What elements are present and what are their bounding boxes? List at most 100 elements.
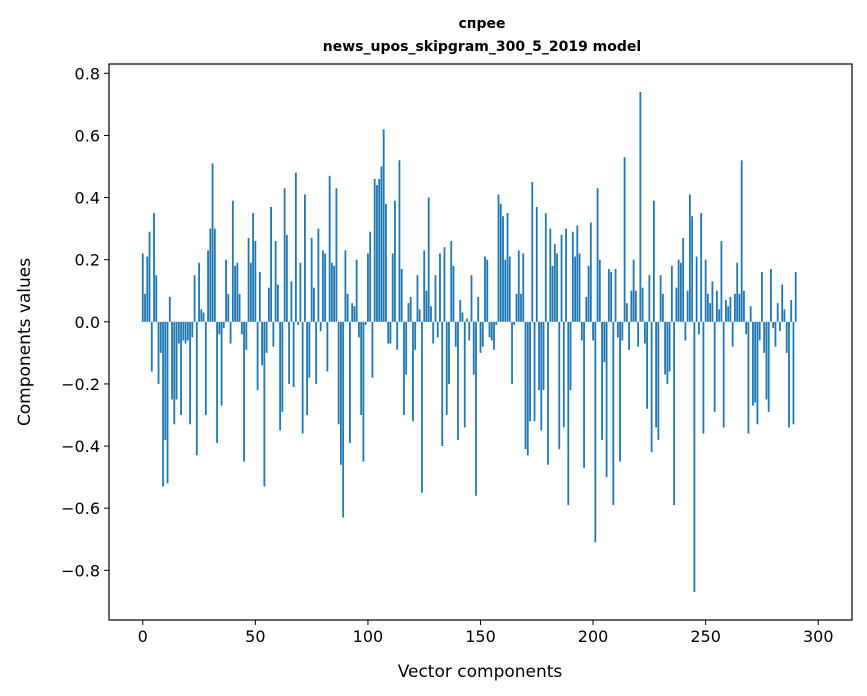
bar-component-126 — [425, 290, 428, 322]
bar-component-146 — [470, 275, 473, 322]
bar-component-88 — [340, 321, 342, 465]
bar-component-119 — [409, 296, 412, 322]
bar-component-175 — [535, 206, 538, 322]
bar-component-215 — [625, 303, 628, 322]
bar-component-238 — [677, 259, 680, 322]
bar-component-66 — [290, 281, 293, 322]
y-tick-label: −0.4 — [61, 437, 100, 456]
bar-component-247 — [698, 321, 700, 335]
bar-component-8 — [159, 321, 162, 353]
bar-component-53 — [261, 321, 263, 366]
x-tick-label: 200 — [578, 627, 609, 646]
bar-component-85 — [333, 265, 336, 322]
bar-component-285 — [783, 309, 786, 322]
x-axis: 0 50 100 150 200 250 300 — [138, 620, 834, 646]
bar-component-254 — [713, 321, 716, 412]
bar-component-148 — [475, 321, 477, 496]
bar-component-260 — [727, 306, 730, 322]
bar-component-218 — [632, 259, 635, 322]
y-tick-label: −0.2 — [61, 375, 100, 394]
bar-component-249 — [702, 321, 705, 434]
bar-component-170 — [524, 321, 527, 450]
bar-component-25 — [198, 262, 200, 322]
bar-component-239 — [679, 262, 682, 322]
bar-component-261 — [729, 296, 732, 322]
bar-component-69 — [297, 321, 300, 325]
bar-component-248 — [700, 213, 703, 322]
bar-component-106 — [380, 166, 383, 322]
bar-component-286 — [785, 321, 788, 353]
bar-component-268 — [745, 321, 748, 335]
bar-component-43 — [238, 293, 241, 322]
bar-component-212 — [619, 321, 621, 462]
bar-component-189 — [567, 321, 570, 506]
bar-component-93 — [351, 303, 354, 322]
bar-component-167 — [517, 250, 520, 322]
bar-component-273 — [756, 321, 759, 425]
bar-component-244 — [691, 216, 694, 322]
bar-component-140 — [457, 321, 459, 440]
bar-component-58 — [272, 321, 275, 347]
bar-component-97 — [360, 321, 363, 415]
bar-component-155 — [490, 321, 493, 341]
y-axis-label: Components values — [15, 258, 35, 426]
bar-component-171 — [526, 321, 529, 456]
bar-component-52 — [258, 272, 261, 322]
bar-component-56 — [267, 287, 270, 322]
chart-title-line1: спрее — [459, 16, 506, 32]
bar-component-235 — [670, 265, 673, 322]
bar-component-246 — [695, 256, 698, 322]
bar-component-243 — [688, 194, 691, 322]
bar-component-220 — [637, 321, 640, 347]
bar-component-199 — [589, 222, 592, 322]
bar-component-90 — [344, 250, 347, 322]
bar-component-152 — [484, 256, 486, 322]
bar-component-42 — [236, 262, 239, 322]
x-tick-label: 250 — [690, 627, 721, 646]
bar-component-133 — [441, 321, 444, 447]
bar-component-84 — [331, 262, 333, 322]
bar-component-283 — [779, 321, 781, 332]
bar-component-59 — [274, 241, 277, 322]
bar-component-15 — [175, 321, 178, 400]
bar-component-31 — [211, 163, 214, 322]
bar-component-163 — [508, 256, 511, 322]
bar-component-213 — [621, 321, 624, 341]
bar-component-162 — [506, 213, 509, 322]
bar-component-27 — [202, 312, 205, 322]
bar-component-242 — [686, 290, 689, 322]
bar-component-39 — [229, 321, 232, 344]
y-tick-label: 0.6 — [75, 126, 100, 145]
bar-component-233 — [666, 321, 669, 384]
bar-component-274 — [758, 321, 761, 341]
bar-component-111 — [391, 253, 394, 322]
bar-component-156 — [493, 321, 495, 350]
bar-component-81 — [324, 253, 327, 322]
bar-component-21 — [189, 321, 191, 425]
bar-component-124 — [421, 321, 423, 493]
bar-component-221 — [639, 91, 642, 322]
bar-component-197 — [585, 296, 588, 322]
bar-component-195 — [580, 321, 583, 341]
bar-component-258 — [722, 321, 725, 428]
bar-component-284 — [781, 284, 784, 322]
bar-component-290 — [794, 272, 797, 322]
bar-component-45 — [243, 321, 245, 462]
bar-component-276 — [763, 321, 766, 353]
bar-component-104 — [376, 185, 378, 322]
bar-component-29 — [207, 250, 209, 322]
bar-component-179 — [544, 213, 547, 322]
y-tick-label: 0.2 — [75, 251, 100, 270]
bar-component-61 — [279, 321, 282, 431]
bar-component-251 — [707, 293, 709, 322]
bar-component-147 — [472, 321, 475, 375]
bar-component-135 — [445, 321, 448, 415]
bar-component-281 — [774, 321, 777, 347]
bar-component-196 — [583, 321, 585, 468]
bar-component-182 — [551, 265, 554, 322]
bar-component-183 — [553, 244, 556, 322]
bar-component-205 — [603, 321, 606, 363]
bar-component-139 — [454, 321, 457, 347]
bar-component-114 — [398, 160, 401, 322]
